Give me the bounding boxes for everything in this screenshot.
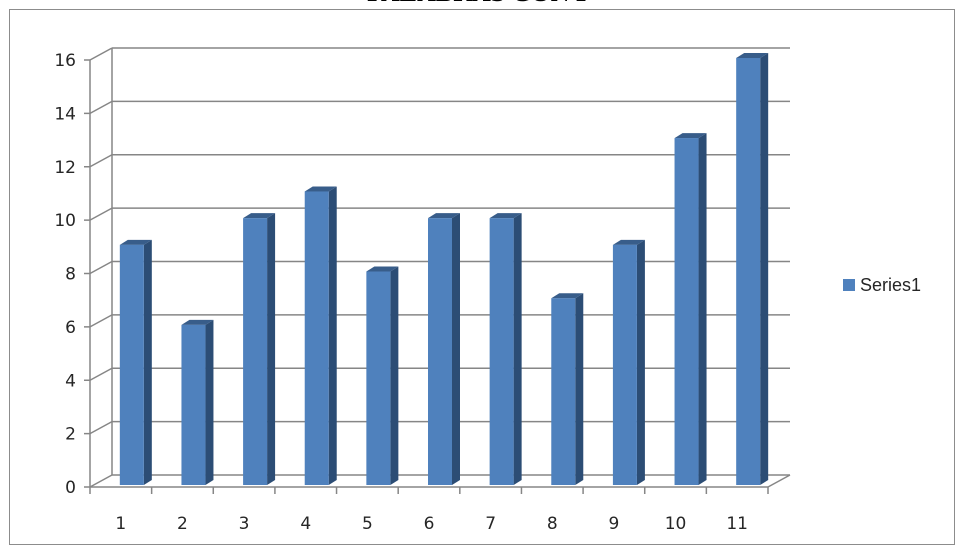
bar-side bbox=[636, 239, 645, 485]
bar bbox=[119, 239, 152, 485]
y-tick-label: 14 bbox=[54, 104, 76, 124]
grid-depth-line bbox=[89, 367, 113, 381]
bar-front bbox=[181, 324, 206, 485]
x-tick-label: 3 bbox=[239, 514, 250, 534]
bar-side bbox=[205, 319, 214, 485]
x-tick-label: 5 bbox=[362, 514, 373, 534]
bar bbox=[551, 293, 584, 485]
bar-side bbox=[143, 239, 152, 485]
bar bbox=[736, 53, 769, 485]
bar-front bbox=[366, 271, 391, 485]
bar-top bbox=[181, 319, 214, 325]
x-tick-label: 1 bbox=[115, 514, 126, 534]
bar-front bbox=[119, 244, 144, 485]
y-tick-label: 6 bbox=[65, 318, 76, 338]
chart-frame bbox=[9, 9, 955, 545]
y-tick-label: 2 bbox=[65, 425, 76, 445]
bar-side bbox=[328, 186, 337, 485]
y-tick-label: 12 bbox=[54, 158, 76, 178]
bar-top bbox=[489, 213, 522, 219]
bar-front bbox=[428, 218, 452, 485]
bar bbox=[181, 319, 214, 485]
x-tick-label: 4 bbox=[300, 514, 311, 534]
bar-front bbox=[489, 218, 514, 485]
bar-top bbox=[551, 293, 584, 299]
x-tick-label: 6 bbox=[424, 514, 435, 534]
bar-side bbox=[575, 293, 584, 485]
bar-front bbox=[612, 244, 637, 485]
grid-depth-line bbox=[89, 260, 113, 275]
bar bbox=[428, 213, 460, 485]
y-tick-label: 8 bbox=[65, 265, 76, 285]
bar-top bbox=[119, 239, 152, 245]
bar-top bbox=[736, 53, 769, 58]
bar-front bbox=[243, 218, 268, 485]
y-tick-label: 0 bbox=[65, 478, 76, 498]
bar-layer bbox=[119, 53, 769, 485]
chart-title: PALABRAS CON P bbox=[0, 0, 959, 8]
bar-side bbox=[760, 53, 769, 485]
bar bbox=[674, 133, 707, 485]
bar-side bbox=[452, 213, 460, 485]
legend-label-series1: Series1 bbox=[860, 275, 921, 295]
grid-depth-line bbox=[89, 100, 113, 115]
bar-top bbox=[366, 266, 399, 272]
bar-front bbox=[304, 191, 329, 485]
bar-front bbox=[736, 58, 761, 485]
bar-top bbox=[304, 186, 337, 192]
y-tick-label: 16 bbox=[54, 51, 76, 71]
grid-depth-line bbox=[89, 474, 113, 488]
grid-depth-line bbox=[89, 314, 113, 328]
bar-front bbox=[551, 298, 576, 485]
floor-edge bbox=[767, 474, 791, 488]
y-tick-label: 4 bbox=[65, 371, 76, 391]
grid-depth-line bbox=[89, 154, 113, 168]
bar-top bbox=[674, 133, 707, 139]
grid-depth-line bbox=[89, 420, 113, 435]
bar-top bbox=[243, 213, 276, 219]
legend: Series1 bbox=[843, 275, 921, 295]
x-tick-label: 2 bbox=[177, 514, 188, 534]
x-tick-label: 9 bbox=[608, 514, 619, 534]
bar bbox=[243, 213, 276, 485]
x-tick-label: 11 bbox=[726, 514, 748, 534]
y-tick-label: 10 bbox=[54, 211, 76, 231]
bar bbox=[489, 213, 522, 485]
bar-front bbox=[674, 138, 699, 485]
bar-side bbox=[698, 133, 707, 485]
legend-swatch bbox=[843, 279, 855, 291]
bar-side bbox=[267, 213, 276, 485]
bar bbox=[612, 239, 645, 485]
bar-top bbox=[612, 239, 645, 245]
x-tick-label: 7 bbox=[485, 514, 496, 534]
x-tick-label: 8 bbox=[547, 514, 558, 534]
bar-side bbox=[390, 266, 399, 485]
grid-depth-line bbox=[89, 47, 113, 61]
bar-side bbox=[513, 213, 522, 485]
x-tick-label: 10 bbox=[665, 514, 687, 534]
bar bbox=[304, 186, 337, 485]
bar bbox=[366, 266, 399, 485]
grid-depth-line bbox=[89, 207, 113, 221]
bar-top bbox=[428, 213, 460, 219]
